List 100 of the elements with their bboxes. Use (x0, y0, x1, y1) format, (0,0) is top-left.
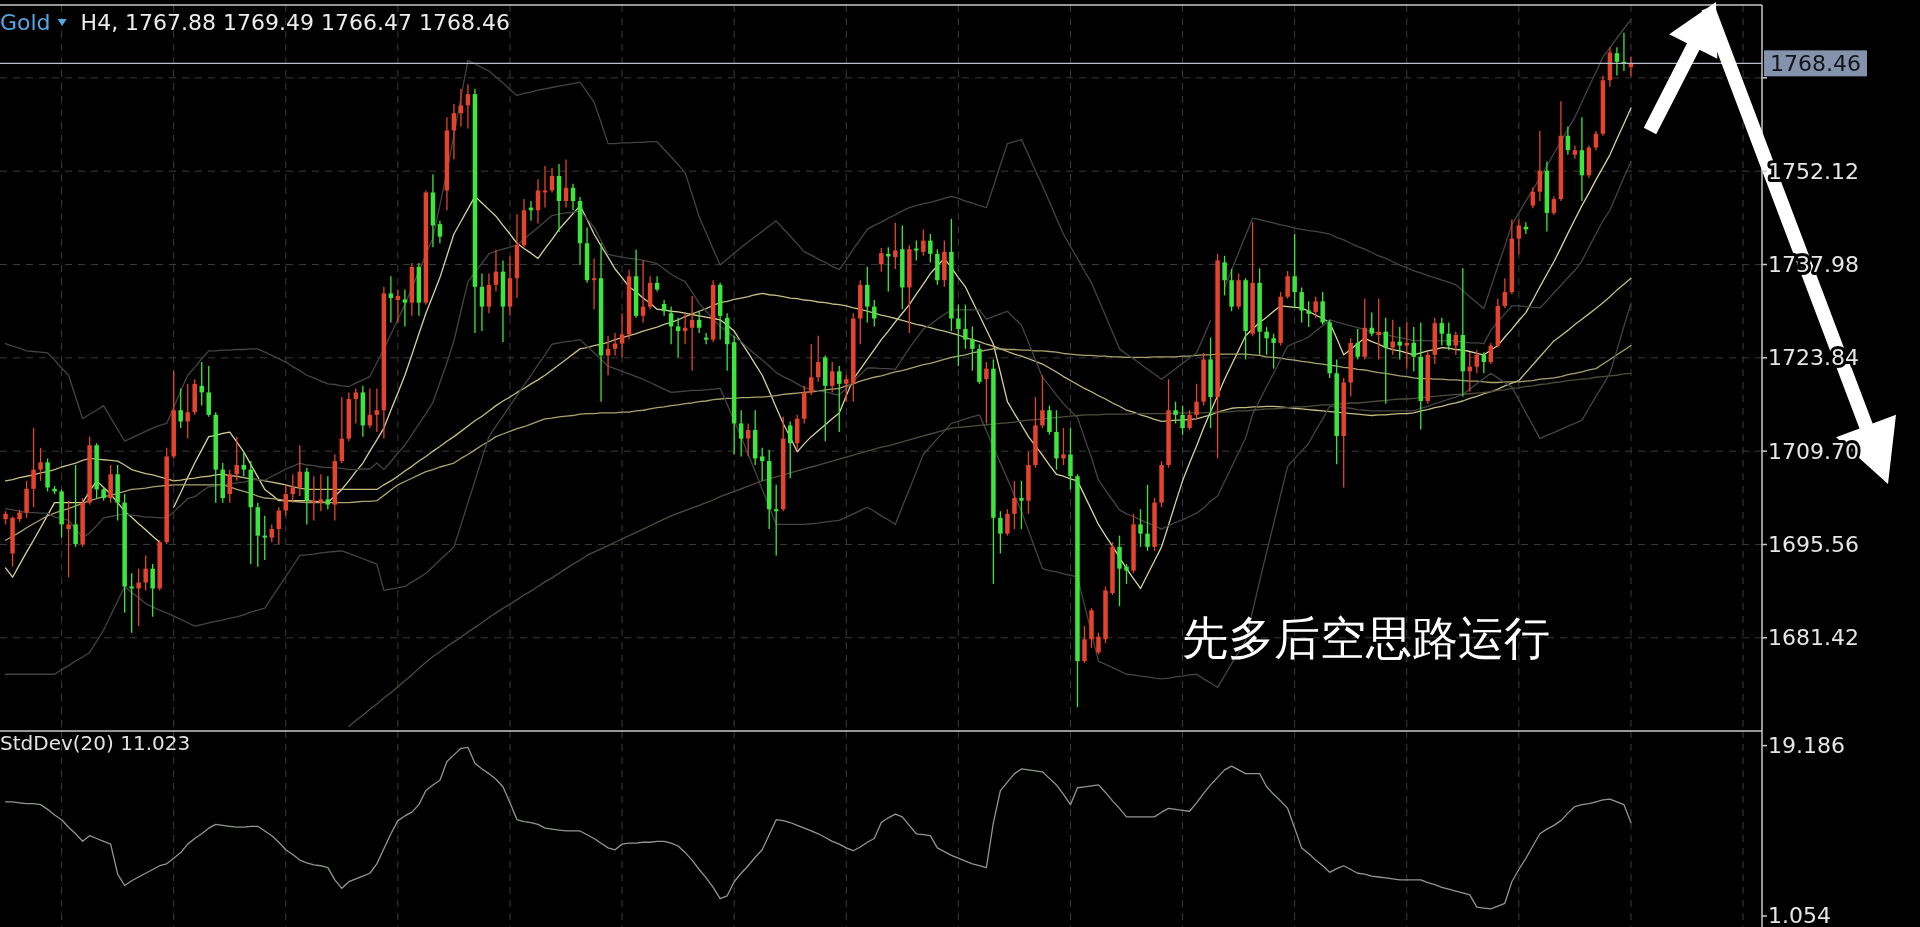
candlestick (1313, 296, 1318, 319)
candlestick (199, 361, 204, 407)
candlestick (1173, 401, 1178, 425)
candlestick (150, 563, 155, 618)
candlestick (1530, 186, 1536, 209)
candlestick (374, 387, 380, 433)
candlestick (1292, 233, 1297, 309)
candlestick (1117, 534, 1122, 607)
candlestick (318, 473, 324, 512)
candlestick (325, 475, 331, 510)
candlestick (1404, 321, 1409, 370)
candlestick (1264, 326, 1269, 356)
candlestick (844, 374, 849, 403)
candlestick (970, 325, 975, 372)
candlestick (1047, 404, 1052, 436)
candlestick (1299, 286, 1304, 324)
candlestick (178, 387, 183, 429)
y-tick-label: 19.186 (1768, 733, 1845, 759)
candlestick (1446, 321, 1452, 351)
candlestick (738, 409, 744, 458)
candlestick (1516, 218, 1522, 256)
candlestick (675, 317, 681, 359)
candlestick (956, 303, 961, 367)
candlestick (290, 473, 296, 504)
candlestick (1271, 333, 1276, 370)
candlestick (1019, 480, 1024, 530)
chart-title: StdDev(20) 11.023 (0, 731, 191, 755)
candlestick (1180, 404, 1185, 436)
chart-subtitle: H4, 1767.88 1769.49 1766.47 1768.46 (80, 10, 511, 35)
candlestick (1194, 383, 1199, 420)
candlestick (206, 365, 211, 418)
candlestick (830, 361, 835, 394)
candlestick (73, 464, 78, 548)
candlestick (38, 447, 43, 482)
candlestick (1614, 46, 1620, 77)
candlestick (1012, 480, 1017, 530)
candlestick (1593, 130, 1599, 151)
candlestick (1453, 331, 1459, 356)
candlestick (108, 464, 113, 504)
candlestick (893, 222, 898, 270)
candlestick (136, 567, 141, 627)
ref-line-label: 1768.46 (1770, 50, 1861, 76)
candlestick (66, 500, 71, 578)
candlestick (129, 572, 134, 634)
candlestick (227, 468, 232, 504)
candlestick (619, 312, 625, 359)
candlestick (185, 383, 190, 440)
y-tick-label: 1.054 (1768, 903, 1831, 927)
candlestick (1502, 277, 1508, 309)
candlestick (1474, 349, 1480, 374)
candlestick (1369, 311, 1374, 337)
candlestick (1390, 319, 1395, 356)
candlestick (1306, 300, 1311, 328)
candlestick (388, 275, 394, 324)
candlestick (1376, 298, 1381, 361)
candlestick (479, 272, 485, 332)
candlestick (1355, 328, 1360, 361)
candlestick (1138, 508, 1143, 548)
candlestick (787, 420, 793, 479)
annotation: 先多后空思路运行 (1182, 611, 1550, 665)
candlestick (1222, 255, 1227, 297)
candlestick (31, 427, 36, 508)
candlestick (1145, 484, 1150, 552)
candlestick (1285, 270, 1290, 300)
candlestick (1383, 317, 1388, 405)
candlestick (928, 233, 933, 264)
candlestick (143, 554, 148, 592)
candlestick (1082, 625, 1087, 664)
candlestick (1187, 409, 1192, 431)
candlestick (984, 361, 989, 425)
candlestick (1040, 374, 1045, 429)
candlestick (745, 422, 751, 458)
candlestick (1124, 563, 1129, 585)
candlestick (1439, 317, 1445, 347)
candlestick (283, 484, 289, 517)
candlestick (24, 480, 29, 519)
candlestick (759, 447, 765, 482)
candlestick (241, 451, 246, 477)
candlestick (402, 288, 408, 328)
candlestick (535, 178, 541, 225)
candlestick (998, 510, 1003, 555)
candlestick (353, 387, 359, 425)
candlestick (1061, 427, 1066, 466)
candlestick (837, 365, 842, 433)
candlestick (437, 220, 443, 244)
candlestick (1005, 508, 1010, 537)
candlestick (1320, 291, 1325, 326)
candlestick (865, 266, 870, 324)
candlestick (872, 299, 877, 328)
y-tick-label: 1695.56 (1768, 531, 1859, 557)
candlestick (486, 272, 492, 314)
candlestick (914, 239, 919, 262)
candlestick (1096, 632, 1101, 656)
candlestick (1068, 427, 1073, 491)
candlestick (1551, 195, 1557, 216)
line-series (4, 344, 1632, 541)
candlestick (1411, 326, 1416, 372)
candlestick (1572, 144, 1578, 160)
chart-title: Gold (0, 10, 51, 35)
candlestick (963, 303, 968, 350)
